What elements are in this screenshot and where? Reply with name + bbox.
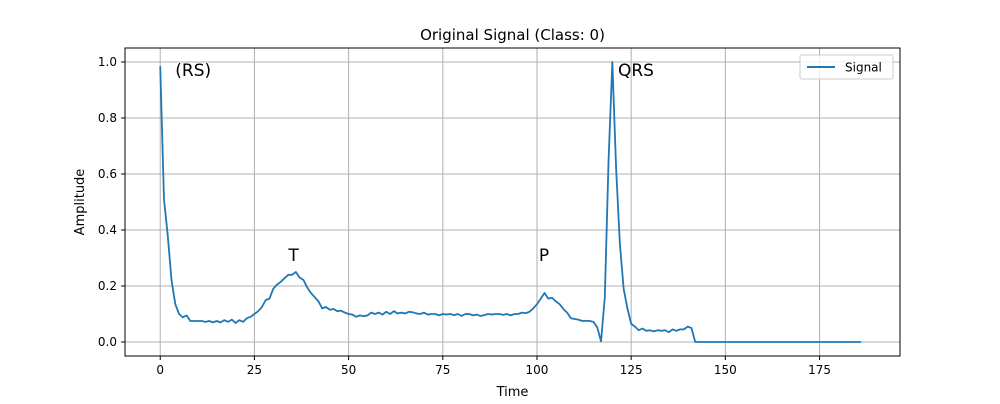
x-tick-label: 75 — [435, 363, 450, 377]
y-tick-label: 0.4 — [98, 223, 117, 237]
series-layer — [159, 61, 862, 343]
x-tick-label: 0 — [156, 363, 164, 377]
y-tick-label: 0.8 — [98, 111, 117, 125]
y-tick-label: 1.0 — [98, 55, 117, 69]
chart-title: Original Signal (Class: 0) — [420, 26, 605, 44]
y-tick-label: 0.6 — [98, 167, 117, 181]
x-axis-label: Time — [496, 385, 529, 400]
series-line-signal — [159, 61, 862, 343]
x-tick-label: 100 — [526, 363, 549, 377]
annotation-label: T — [287, 246, 299, 266]
annotation-label: (RS) — [175, 61, 211, 81]
grid-lines — [125, 48, 900, 356]
y-tick-label: 0.2 — [98, 279, 117, 293]
plot-frame — [124, 47, 901, 357]
legend-box — [799, 54, 894, 80]
annotations: (RS) T P QRS — [175, 61, 654, 266]
y-tick-label: 0.0 — [98, 335, 117, 349]
x-tick-label: 125 — [620, 363, 643, 377]
legend: Signal — [799, 54, 894, 80]
x-tick-label: 150 — [714, 363, 737, 377]
x-tick-label: 50 — [341, 363, 356, 377]
axis-ticks: 0 25 50 75 100 125 150 175 0.0 0.2 0.4 0.6 0.8 1.0 — [98, 55, 831, 377]
x-tick-label: 175 — [808, 363, 831, 377]
x-tick-label: 25 — [247, 363, 262, 377]
annotation-label: P — [539, 246, 549, 266]
annotation-label: QRS — [618, 61, 654, 81]
legend-label-signal: Signal — [845, 61, 882, 75]
y-axis-label: Amplitude — [73, 169, 88, 236]
